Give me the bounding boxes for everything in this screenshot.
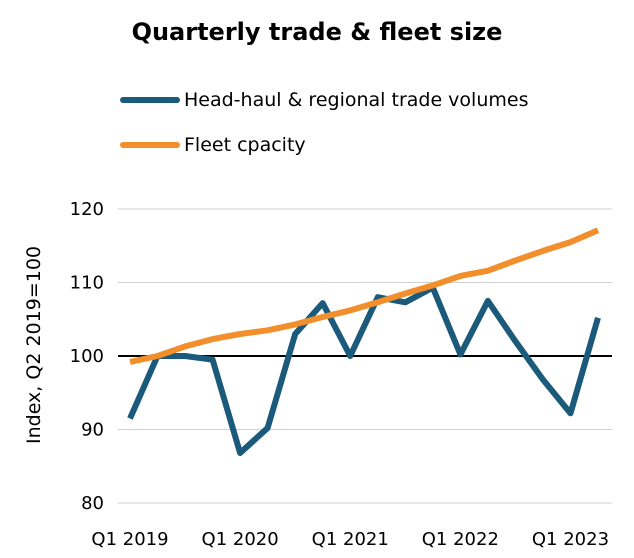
y-tick-label: 80 (81, 493, 104, 514)
legend-label-fleet-capacity: Fleet cpacity (184, 134, 306, 156)
x-tick-label: Q1 2019 (91, 529, 168, 550)
legend-label-trade-volumes: Head-haul & regional trade volumes (184, 89, 529, 111)
y-tick-label: 110 (70, 273, 104, 294)
y-tick-label: 90 (81, 420, 104, 441)
x-tick-label: Q1 2020 (202, 529, 279, 550)
legend-item-fleet-capacity: Fleet cpacity (120, 133, 306, 157)
y-tick-label: 100 (70, 346, 104, 367)
x-tick-label: Q1 2023 (532, 529, 609, 550)
legend-item-trade-volumes: Head-haul & regional trade volumes (120, 88, 528, 112)
y-tick-label: 120 (70, 199, 104, 220)
x-tick-label: Q1 2022 (422, 529, 499, 550)
series-line-trade-volumes (127, 284, 601, 456)
chart-title: Quarterly trade & fleet size (131, 18, 503, 46)
series-line-fleet-capacity (129, 227, 600, 365)
x-tick-label: Q1 2021 (312, 529, 389, 550)
legend-swatch-fleet-capacity (120, 142, 180, 148)
y-axis-title: Index, Q2 2019=100 (23, 246, 45, 444)
legend-swatch-trade-volumes (120, 97, 180, 103)
